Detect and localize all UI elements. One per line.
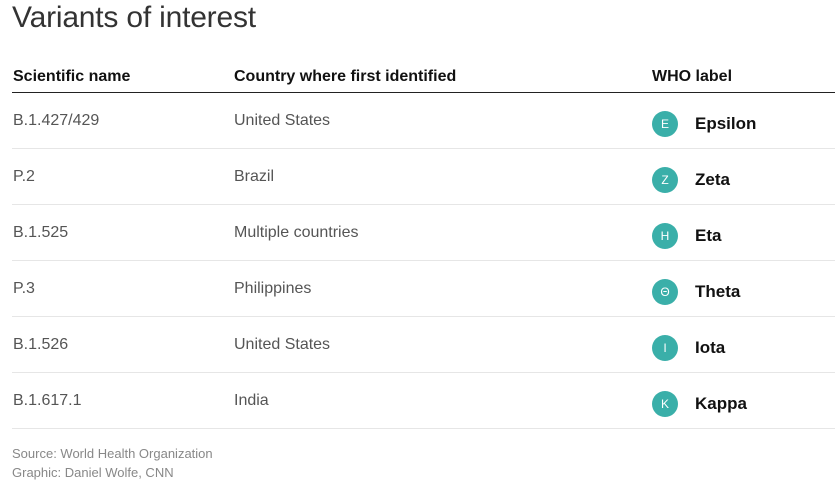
who-label-cell: Ζ Zeta (652, 167, 730, 193)
who-label-name: Kappa (695, 394, 747, 413)
country-cell: India (234, 392, 269, 409)
country-cell: United States (234, 112, 331, 129)
who-label-cell: Η Eta (652, 223, 721, 249)
who-label-name: Epsilon (695, 114, 757, 133)
column-header-scientific-name: Scientific name (13, 68, 131, 85)
country-cell: Philippines (234, 280, 312, 297)
who-label-name: Iota (695, 338, 726, 357)
scientific-name-cell: B.1.617.1 (13, 392, 82, 409)
table-row: B.1.525 Multiple countries Η Eta (12, 205, 835, 261)
who-label-cell: Θ Theta (652, 279, 740, 305)
source-credit: Source: World Health Organization (12, 446, 213, 461)
scientific-name-cell: B.1.525 (13, 224, 69, 241)
greek-letter-badge: Ι (652, 335, 678, 361)
page-title: Variants of interest (12, 1, 256, 34)
footer-credits: Source: World Health Organization Graphi… (12, 444, 213, 482)
who-label-cell: Ε Epsilon (652, 111, 756, 137)
scientific-name-cell: B.1.526 (13, 336, 69, 353)
table-header: Scientific name Country where first iden… (12, 66, 835, 93)
who-label-cell: Ι Iota (652, 335, 725, 361)
column-header-who-label: WHO label (652, 68, 733, 85)
scientific-name-cell: P.3 (13, 280, 35, 297)
column-header-country: Country where first identified (234, 68, 457, 85)
table-row: P.3 Philippines Θ Theta (12, 261, 835, 317)
greek-letter-badge: Ζ (652, 167, 678, 193)
greek-letter-badge: Κ (652, 391, 678, 417)
country-cell: United States (234, 336, 331, 353)
table-row: B.1.427/429 United States Ε Epsilon (12, 93, 835, 149)
greek-letter-badge: Θ (652, 279, 678, 305)
country-cell: Brazil (234, 168, 275, 185)
greek-letter-badge: Η (652, 223, 678, 249)
country-cell: Multiple countries (234, 224, 359, 241)
who-label-name: Eta (695, 226, 722, 245)
greek-letter-badge: Ε (652, 111, 678, 137)
variants-table: Scientific name Country where first iden… (12, 66, 835, 429)
who-label-name: Zeta (695, 170, 730, 189)
who-label-cell: Κ Kappa (652, 391, 747, 417)
table-row: B.1.526 United States Ι Iota (12, 317, 835, 373)
who-label-name: Theta (695, 282, 741, 301)
scientific-name-cell: B.1.427/429 (13, 112, 100, 129)
graphic-credit: Graphic: Daniel Wolfe, CNN (12, 465, 174, 480)
table-row: P.2 Brazil Ζ Zeta (12, 149, 835, 205)
scientific-name-cell: P.2 (13, 168, 35, 185)
table-row: B.1.617.1 India Κ Kappa (12, 373, 835, 429)
